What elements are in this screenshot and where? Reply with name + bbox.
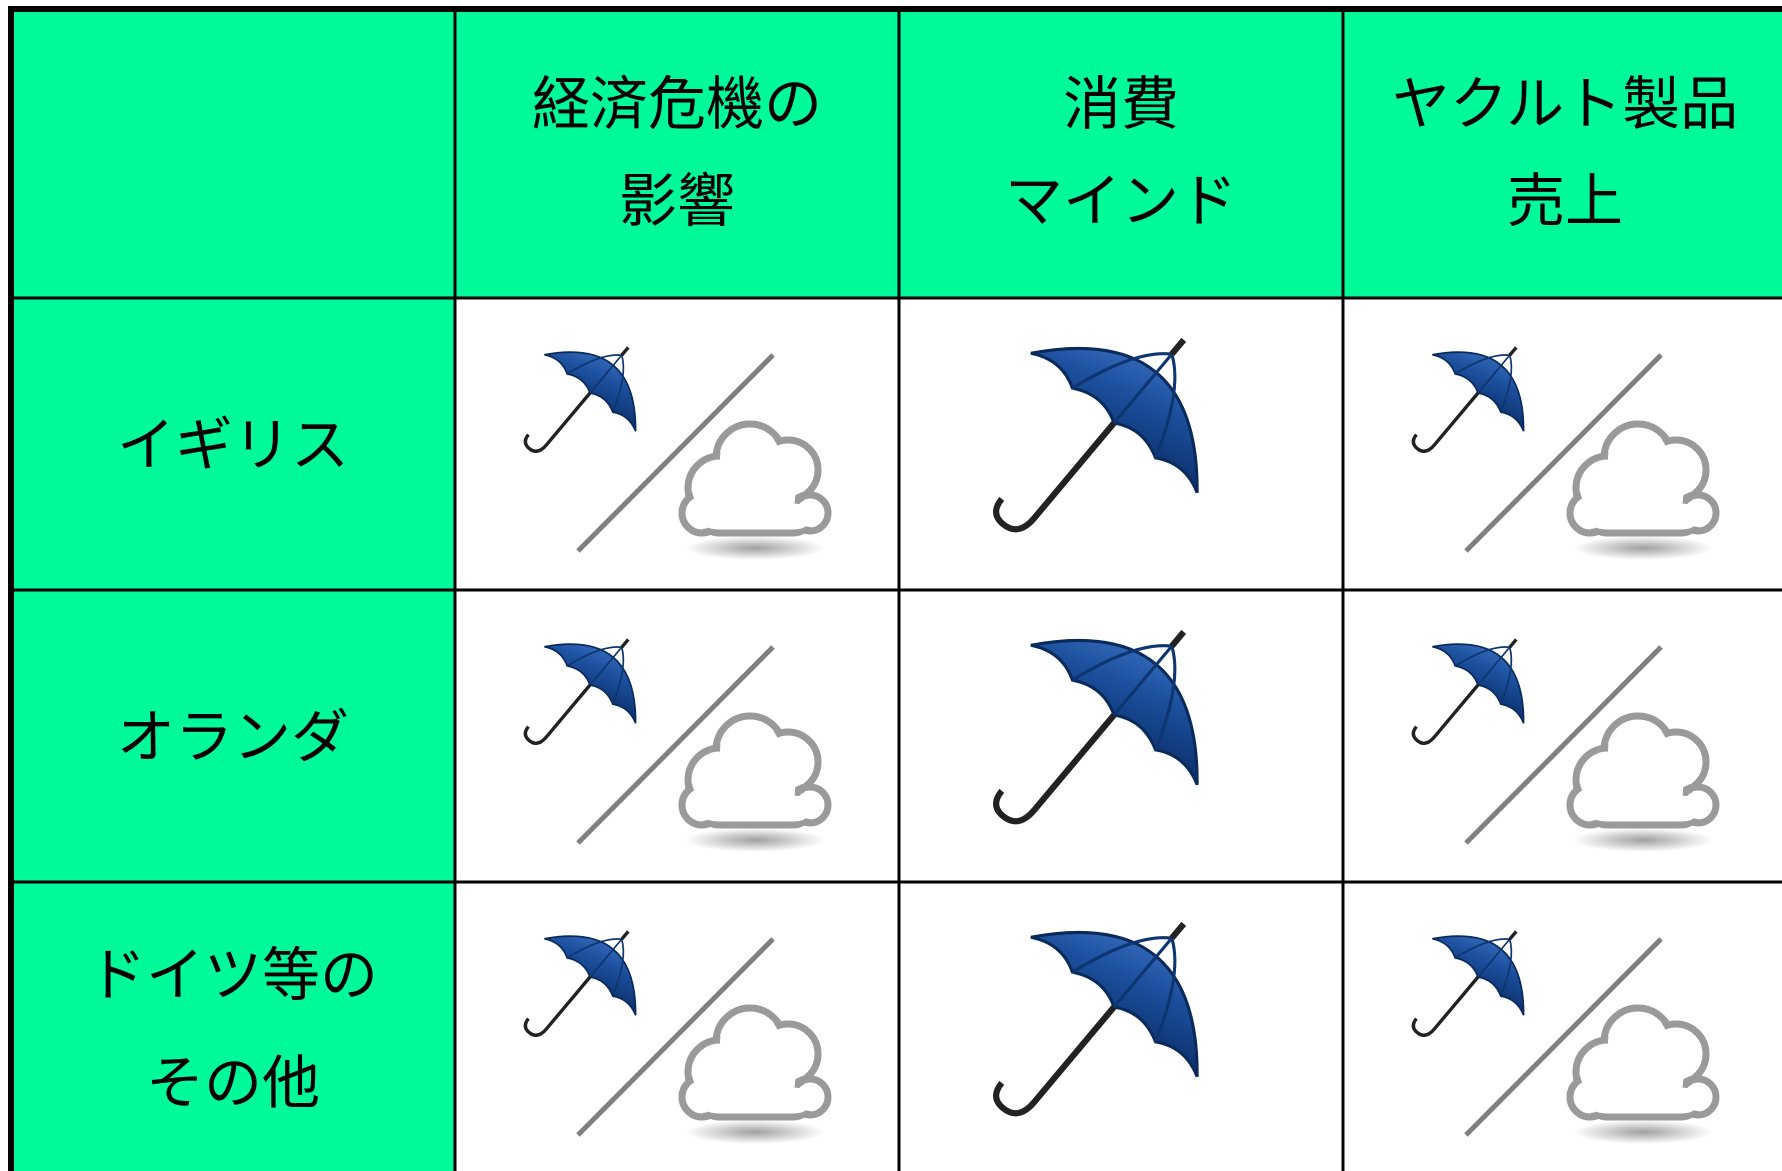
row-label: ドイツ等の: [88, 941, 378, 1009]
column-header: 経済危機の: [532, 70, 822, 138]
body-bg: [455, 298, 1782, 1171]
column-header: マインド: [1005, 167, 1237, 235]
row-label: オランダ: [117, 703, 349, 771]
column-header: 影響: [619, 167, 735, 235]
grid: [11, 9, 1782, 1171]
row-label: イギリス: [117, 411, 349, 479]
header-bg: [11, 9, 1782, 298]
column-header: 消費: [1063, 70, 1179, 138]
row-label: その他: [146, 1049, 320, 1117]
row-label-bg: [11, 298, 455, 1171]
column-header: ヤクルト製品: [1392, 70, 1738, 138]
column-header: 売上: [1507, 167, 1623, 235]
outer-border: [8, 6, 1782, 1171]
